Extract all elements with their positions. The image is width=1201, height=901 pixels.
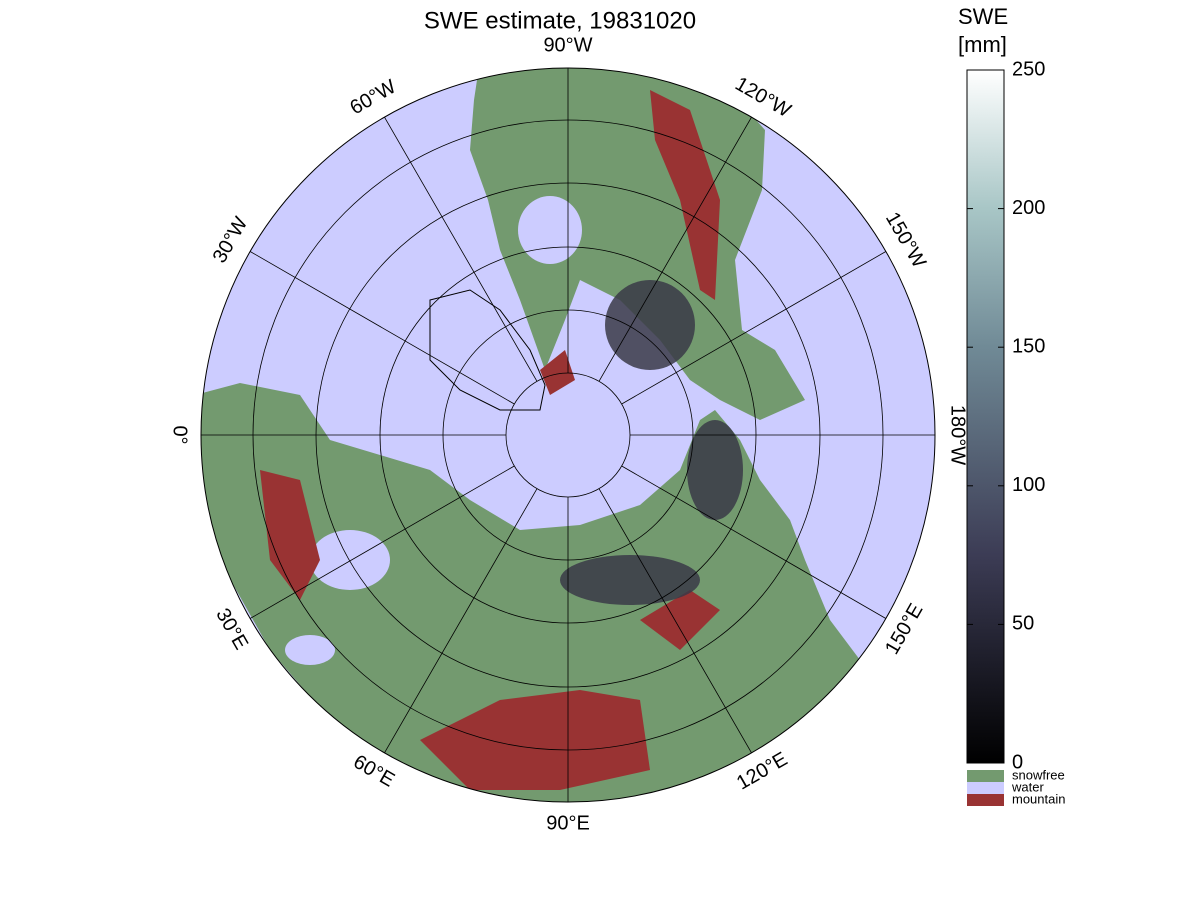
- baltic: [310, 530, 390, 590]
- legend-swatch: [967, 770, 1004, 782]
- black-sea: [285, 635, 335, 665]
- graticule: [201, 68, 935, 802]
- meridian: [598, 116, 752, 382]
- mountain-area: [640, 590, 720, 650]
- longitude-label: 180°W: [947, 405, 969, 465]
- greenland-coast: [540, 350, 575, 395]
- legend-label: snowfree: [1012, 767, 1065, 782]
- map-frame: [200, 67, 936, 803]
- snow-area: [560, 555, 700, 605]
- colorbar-ticks: 0 50 100 150 200 250: [967, 58, 1045, 773]
- legend-label: water: [1011, 779, 1044, 794]
- map-title: SWE estimate, 19831020: [424, 7, 696, 34]
- colorbar-label: [mm]: [958, 32, 1007, 57]
- colorbar-tick-label: 50: [1012, 613, 1034, 635]
- meridian: [249, 251, 515, 405]
- legend-label: mountain: [1012, 791, 1065, 806]
- longitude-label: 0°: [169, 425, 191, 444]
- legend-swatch: [967, 794, 1004, 806]
- colorbar-tick-label: 0: [1012, 751, 1023, 773]
- mountain-area: [260, 470, 320, 600]
- greenland: [429, 289, 546, 411]
- meridian: [621, 465, 887, 619]
- map-body: [201, 68, 935, 802]
- mountain-area: [420, 690, 650, 790]
- colorbar-tick-label: 200: [1012, 197, 1045, 219]
- north-america: [470, 68, 805, 420]
- meridian: [621, 251, 887, 405]
- snow-area: [687, 420, 743, 520]
- longitude-label: 90°E: [546, 812, 590, 834]
- mountain-area: [650, 90, 720, 300]
- colorbar-tick-label: 150: [1012, 335, 1045, 357]
- colorbar-label: SWE: [958, 4, 1008, 29]
- snow-area: [605, 280, 695, 370]
- longitude-label: 90°W: [543, 34, 592, 56]
- colorbar-tick-label: 100: [1012, 474, 1045, 496]
- meridian: [249, 465, 515, 619]
- meridian: [384, 116, 538, 382]
- hudson-bay: [518, 196, 582, 264]
- meridian: [598, 488, 752, 754]
- meridian: [384, 488, 538, 754]
- colorbar-tick-label: 250: [1012, 58, 1045, 80]
- colorbar: [966, 69, 1005, 764]
- legend-swatch: [967, 782, 1004, 794]
